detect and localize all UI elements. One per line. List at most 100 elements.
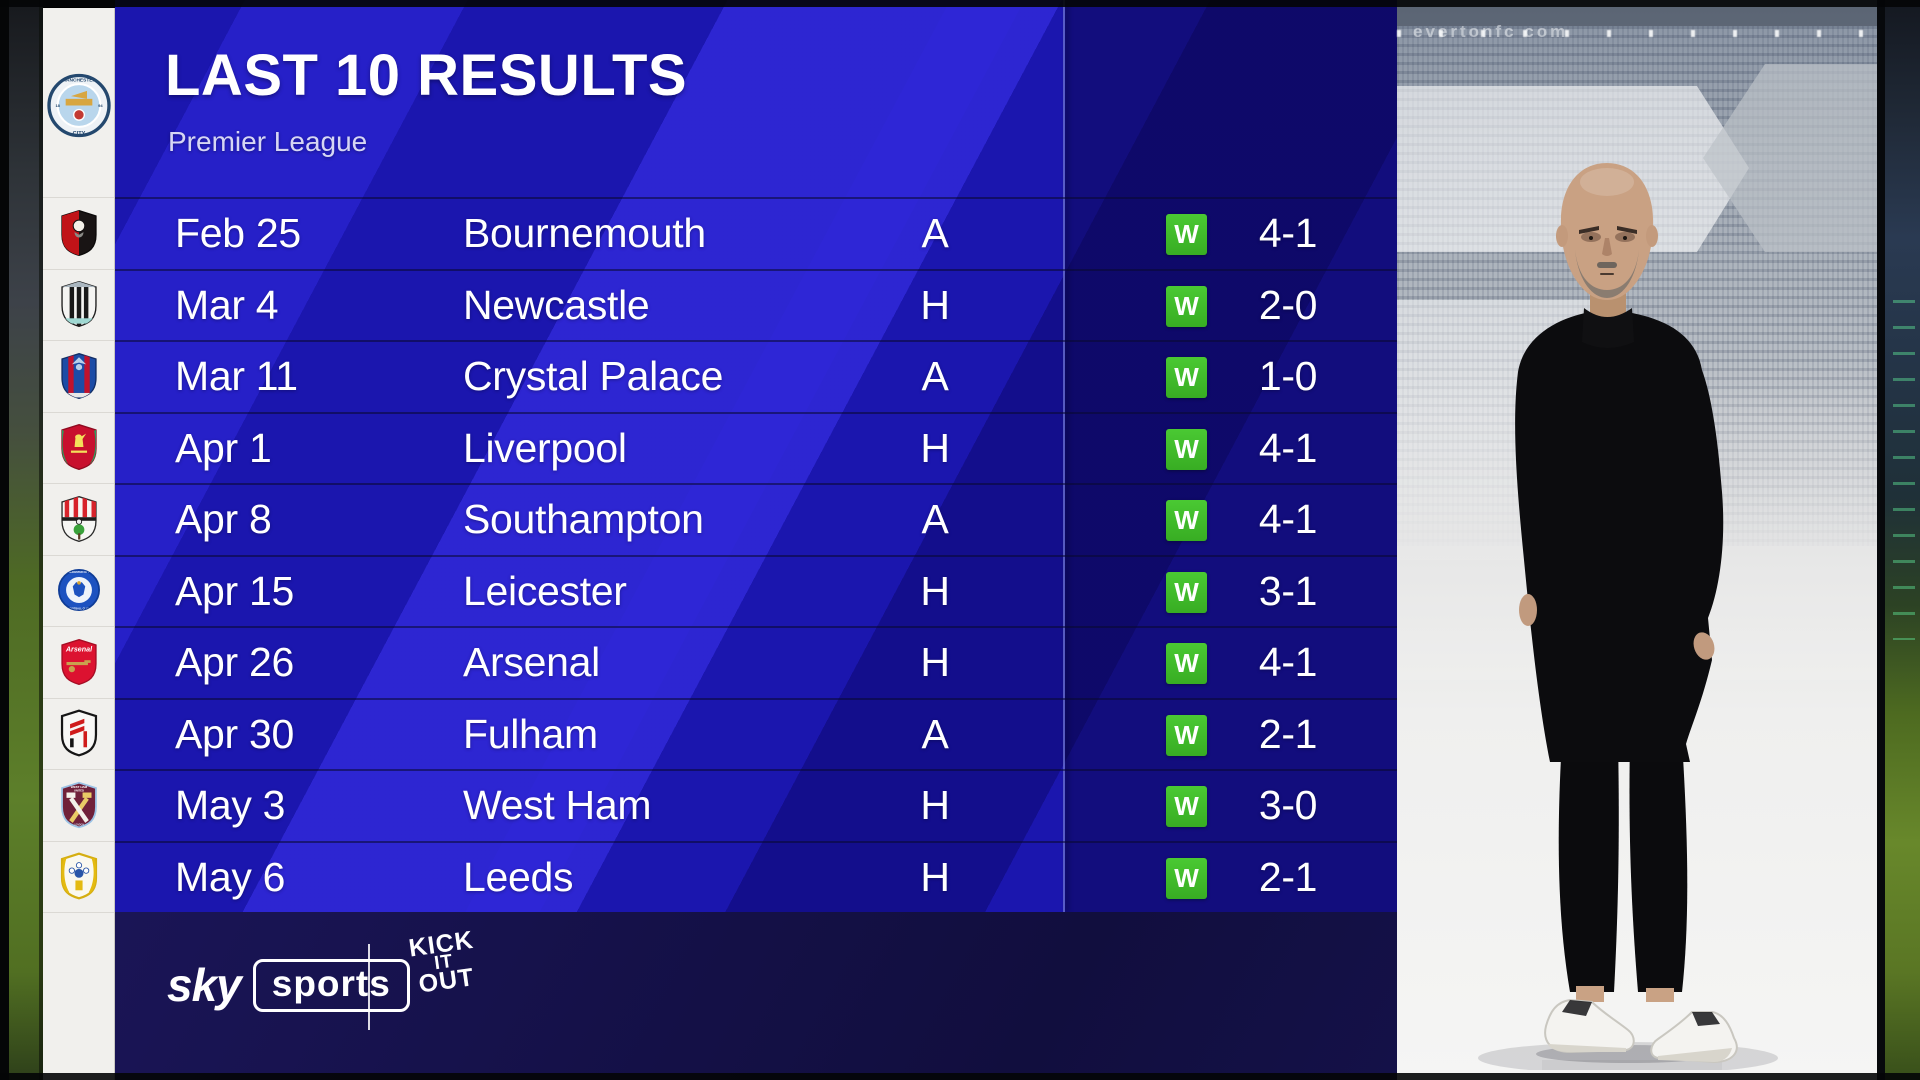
svg-text:18: 18 bbox=[55, 102, 60, 107]
match-date: Mar 4 bbox=[175, 281, 279, 328]
sky-wordmark: sky bbox=[167, 959, 242, 1011]
logo-separator-line bbox=[368, 944, 370, 1030]
sky-sports-logo: sky sports bbox=[167, 958, 410, 1012]
svg-text:FOOTBALL CLUB: FOOTBALL CLUB bbox=[68, 608, 89, 611]
result-row: Mar 4 Newcastle H W 2-0 bbox=[115, 271, 1397, 342]
results-table: Feb 25 Bournemouth A W 4-1 Mar 4 Newcast… bbox=[115, 197, 1397, 914]
venue-letter: H bbox=[920, 424, 950, 471]
result-row: May 6 Leeds H W 2-1 bbox=[115, 843, 1397, 914]
venue-letter: A bbox=[921, 496, 949, 542]
match-score: 4-1 bbox=[1258, 424, 1318, 471]
venue-letter: H bbox=[920, 853, 950, 900]
venue-letter: A bbox=[921, 353, 949, 399]
svg-text:CITY: CITY bbox=[73, 130, 86, 136]
floodlight-dots bbox=[1397, 30, 1877, 37]
scoreboard-text-glow bbox=[1893, 300, 1915, 640]
backdrop-fade bbox=[1397, 360, 1877, 680]
advertising-hoarding-text: evertonfc com bbox=[1413, 22, 1569, 41]
venue-letter: A bbox=[921, 710, 949, 757]
svg-text:WEST HAM: WEST HAM bbox=[71, 785, 88, 789]
win-result-badge: W bbox=[1166, 571, 1207, 613]
rail-separator bbox=[43, 626, 114, 627]
letterbox-bottom-edge bbox=[0, 1073, 1920, 1080]
result-row: Feb 25 Bournemouth A W 4-1 bbox=[115, 199, 1397, 271]
results-panel: LAST 10 RESULTS Premier League Feb 25 Bo… bbox=[115, 0, 1397, 1080]
match-date: Mar 11 bbox=[175, 353, 298, 399]
fulham-crest-icon bbox=[57, 708, 101, 758]
bournemouth-crest-icon bbox=[57, 208, 101, 258]
match-score: 4-1 bbox=[1258, 210, 1318, 256]
rail-separator bbox=[43, 912, 114, 913]
result-row: Apr 26 Arsenal H W 4-1 bbox=[115, 628, 1397, 700]
rail-separator bbox=[43, 840, 114, 842]
background-video-left-sliver bbox=[0, 0, 43, 1080]
arsenal-crest-icon: Arsenal bbox=[57, 637, 101, 687]
win-result-badge: W bbox=[1166, 857, 1207, 899]
opponent-name: Leeds bbox=[463, 853, 574, 900]
rail-separator bbox=[43, 483, 114, 484]
svg-text:Arsenal: Arsenal bbox=[65, 645, 93, 653]
match-score: 3-1 bbox=[1258, 567, 1318, 614]
newcastle-crest-icon bbox=[57, 279, 101, 329]
competition-subtitle: Premier League bbox=[168, 126, 368, 157]
opponent-name: Crystal Palace bbox=[463, 353, 724, 399]
win-result-badge: W bbox=[1166, 786, 1207, 827]
match-date: Apr 15 bbox=[175, 567, 294, 614]
result-row: Apr 8 Southampton A W 4-1 bbox=[115, 485, 1397, 557]
win-result-badge: W bbox=[1166, 214, 1207, 255]
result-row: Apr 1 Liverpool H W 4-1 bbox=[115, 414, 1397, 485]
win-result-badge: W bbox=[1166, 285, 1207, 327]
win-result-badge: W bbox=[1166, 643, 1207, 684]
match-date: May 3 bbox=[175, 782, 286, 828]
rail-separator bbox=[43, 340, 114, 341]
footer-bar: sky sports KICK IT OUT bbox=[115, 912, 1397, 1080]
win-result-badge: W bbox=[1166, 500, 1207, 541]
opponent-name: Leicester bbox=[463, 567, 627, 614]
manager-photo-panel: evertonfc com bbox=[1397, 0, 1877, 1080]
leeds-crest-icon bbox=[57, 851, 101, 901]
match-date: Apr 8 bbox=[175, 496, 272, 542]
venue-letter: H bbox=[920, 782, 950, 828]
kick-it-out-logo: KICK IT OUT bbox=[392, 926, 495, 999]
match-date: Feb 25 bbox=[175, 210, 301, 256]
rail-separator bbox=[43, 411, 114, 413]
letterbox-top-edge bbox=[0, 0, 1920, 7]
southampton-crest-icon bbox=[57, 494, 101, 544]
svg-text:MANCHESTER: MANCHESTER bbox=[62, 77, 96, 83]
opponent-name: Liverpool bbox=[463, 424, 627, 471]
sports-wordmark-box: sports bbox=[252, 958, 410, 1012]
match-score: 2-1 bbox=[1258, 853, 1318, 900]
rail-separator bbox=[43, 697, 114, 699]
svg-text:LONDON: LONDON bbox=[74, 824, 84, 826]
score-column-shade bbox=[1063, 0, 1397, 912]
venue-letter: H bbox=[920, 281, 950, 328]
liverpool-crest-icon bbox=[57, 422, 101, 472]
win-result-badge: W bbox=[1166, 357, 1207, 398]
result-row: Mar 11 Crystal Palace A W 1-0 bbox=[115, 342, 1397, 414]
match-score: 2-0 bbox=[1258, 281, 1318, 328]
match-score: 4-1 bbox=[1258, 496, 1318, 542]
svg-text:LEICESTER CITY: LEICESTER CITY bbox=[69, 571, 90, 574]
svg-text:UNITED: UNITED bbox=[74, 788, 84, 792]
page-title: LAST 10 RESULTS bbox=[165, 43, 688, 108]
opponent-name: Fulham bbox=[463, 710, 598, 757]
rail-separator bbox=[43, 554, 114, 556]
match-date: May 6 bbox=[175, 853, 286, 900]
match-score: 4-1 bbox=[1258, 639, 1318, 685]
win-result-badge: W bbox=[1166, 714, 1207, 756]
west-ham-crest-icon: WEST HAM UNITED LONDON bbox=[57, 780, 101, 830]
match-score: 1-0 bbox=[1258, 353, 1318, 399]
manchester-city-crest-icon: MANCHESTER 18 94 CITY bbox=[47, 66, 111, 144]
background-video-right-sliver bbox=[1877, 0, 1920, 1080]
svg-text:94: 94 bbox=[98, 102, 103, 107]
rail-separator bbox=[43, 268, 114, 270]
opponent-name: Southampton bbox=[463, 496, 704, 542]
opponent-name: Arsenal bbox=[463, 639, 600, 685]
opponent-name: West Ham bbox=[463, 782, 652, 828]
team-crest-rail: MANCHESTER 18 94 CITY LEICESTER CITY FOOTBAL… bbox=[43, 8, 115, 1080]
opponent-name: Newcastle bbox=[463, 281, 650, 328]
result-row: Apr 30 Fulham A W 2-1 bbox=[115, 700, 1397, 771]
venue-letter: H bbox=[920, 567, 950, 614]
result-row: Apr 15 Leicester H W 3-1 bbox=[115, 557, 1397, 628]
leicester-crest-icon: LEICESTER CITY FOOTBALL CLUB bbox=[57, 565, 101, 615]
